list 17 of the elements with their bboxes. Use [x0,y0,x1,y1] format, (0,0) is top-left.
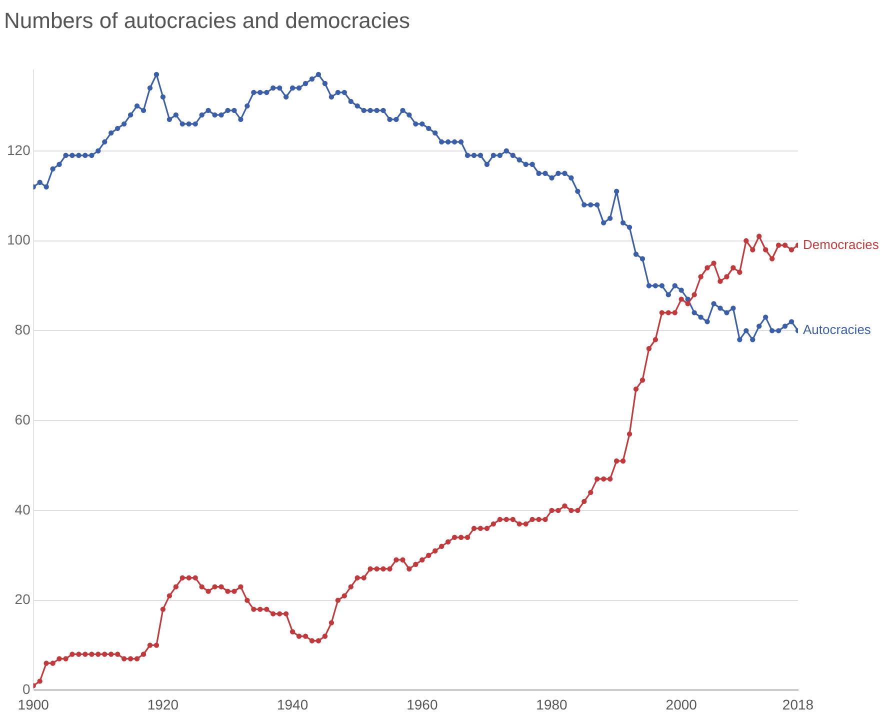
y-tick-label: 60 [14,411,31,428]
series-label: Autocracies [803,322,872,338]
y-tick-label: 120 [7,142,31,158]
y-tick-label: 40 [14,501,31,518]
x-tick-label: 1920 [147,696,179,712]
y-tick-label: 20 [14,591,31,608]
y-tick-label: 0 [22,681,31,698]
x-tick-label: 1960 [406,696,438,712]
y-tick-label: 100 [7,232,31,248]
x-tick-label: 1940 [276,696,308,712]
series-label: Democracies [803,236,880,252]
x-tick-label: 1900 [18,696,50,712]
x-tick-label: 2000 [666,696,698,712]
x-tick-label: 1980 [536,696,568,712]
x-tick-label: 2018 [782,696,814,712]
y-tick-label: 80 [14,322,31,338]
chart-title: Numbers of autocracies and democracies [4,8,410,34]
